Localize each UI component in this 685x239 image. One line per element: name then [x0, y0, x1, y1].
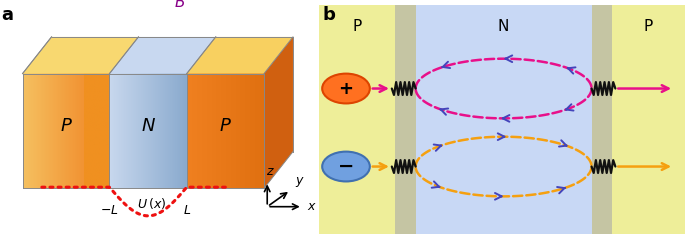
- Polygon shape: [187, 37, 293, 74]
- Bar: [395, 5, 416, 234]
- Bar: [416, 5, 592, 234]
- Text: +: +: [338, 80, 353, 98]
- Text: $U\,(x)$: $U\,(x)$: [137, 196, 166, 211]
- Polygon shape: [23, 37, 138, 74]
- Text: $-L$: $-L$: [100, 204, 119, 217]
- Bar: [592, 5, 612, 234]
- Circle shape: [322, 74, 370, 103]
- Text: $B$: $B$: [174, 0, 186, 10]
- Text: $y$: $y$: [295, 175, 304, 190]
- Text: P: P: [352, 19, 362, 33]
- Text: $P$: $P$: [219, 117, 232, 135]
- Polygon shape: [264, 37, 293, 188]
- Text: b: b: [322, 6, 335, 24]
- Text: P: P: [644, 19, 653, 33]
- Polygon shape: [110, 37, 216, 74]
- Circle shape: [322, 152, 370, 181]
- Text: a: a: [1, 6, 14, 24]
- Text: $N$: $N$: [140, 117, 155, 135]
- Text: $L$: $L$: [183, 204, 191, 217]
- Text: N: N: [498, 19, 509, 33]
- Text: $P$: $P$: [60, 117, 73, 135]
- Text: −: −: [338, 157, 354, 176]
- Text: $x$: $x$: [308, 200, 317, 213]
- Text: $z$: $z$: [266, 165, 275, 178]
